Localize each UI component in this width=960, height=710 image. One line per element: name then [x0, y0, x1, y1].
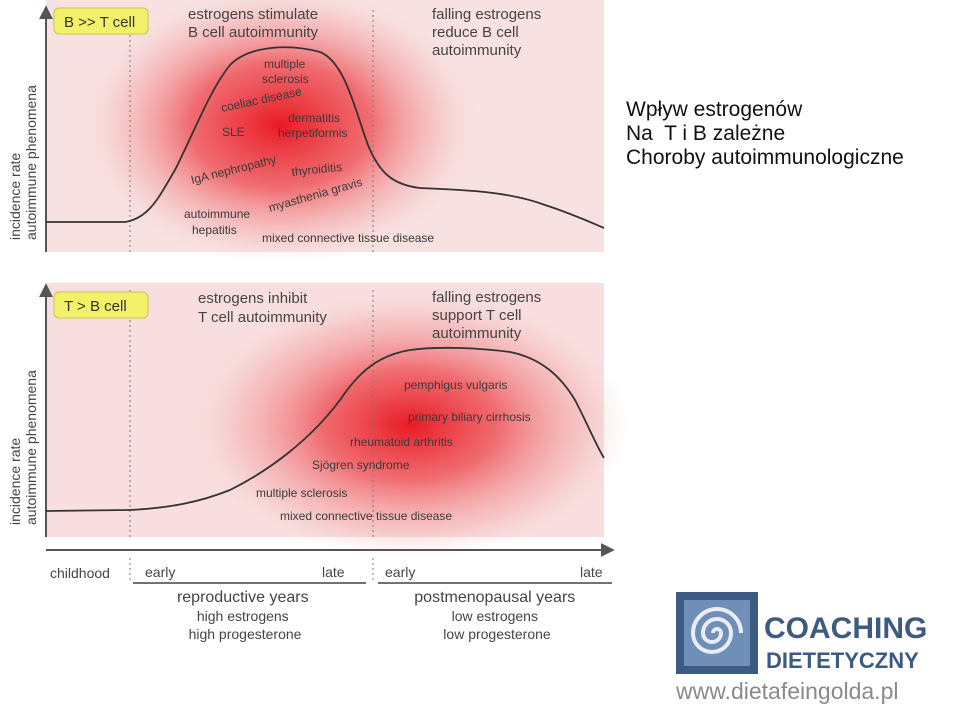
disease-dermatitis: dermatitis herpetiformis — [278, 111, 347, 140]
bottom-incidence-curve — [45, 346, 605, 512]
brand-logo: COACHING DIETETYCZNY www.dietafeingolda.… — [676, 592, 946, 707]
top-badge-label: B >> T cell — [64, 14, 135, 31]
logo-word-dietetyczny: DIETETYCZNY — [766, 648, 919, 673]
postmeno-years-label: postmenopausal years low estrogens low p… — [414, 589, 579, 642]
logo-word-coaching: COACHING — [764, 612, 928, 645]
disease-ms-bottom: multiple sclerosis — [256, 486, 347, 500]
top-incidence-curve — [46, 46, 605, 229]
bottom-badge — [53, 291, 149, 319]
disease-sle: SLE — [222, 125, 245, 139]
disease-mctd-bottom: mixed connective tissue disease — [280, 509, 452, 523]
caption-line-2: Na T i B zależne — [626, 122, 786, 145]
bottom-panel: T > B cell estrogens inhibit T cell auto… — [7, 283, 630, 560]
caption-line-1: Wpływ estrogenów — [626, 98, 803, 121]
bottom-y-label: incidence rate autoimmune phenomena — [7, 370, 39, 525]
bottom-disease-labels: pemphigus vulgaris primary biliary cirrh… — [256, 378, 531, 523]
timeline-childhood: childhood — [50, 565, 110, 581]
timeline-late-repro: late — [322, 564, 345, 580]
top-note-left: estrogens stimulate B cell autoimmunity — [188, 6, 322, 41]
logo-url: www.dietafeingolda.pl — [676, 678, 899, 704]
top-note-right: falling estrogens reduce B cell autoimmu… — [432, 6, 545, 59]
timeline-late-post: late — [580, 564, 603, 580]
disease-ra: rheumatoid arthritis — [350, 435, 453, 449]
spiral-logo-icon — [676, 592, 758, 674]
slide-caption: Wpływ estrogenów Na T i B zależne Chorob… — [626, 98, 904, 170]
disease-autoimmune-hepatitis: autoimmune hepatitis — [184, 207, 253, 237]
repro-years-label: reproductive years high estrogens high p… — [177, 589, 313, 642]
timeline: childhood early late early late reproduc… — [46, 543, 615, 642]
timeline-early-post: early — [385, 564, 415, 580]
disease-multiple-sclerosis: multiple sclerosis — [262, 57, 309, 86]
caption-line-3: Choroby autoimmunologiczne — [626, 146, 904, 169]
top-y-label: incidence rate autoimmune phenomena — [7, 85, 39, 240]
disease-thyroiditis: thyroiditis — [291, 160, 343, 179]
timeline-early-repro: early — [145, 564, 175, 580]
top-badge — [53, 7, 149, 35]
top-panel: B >> T cell estrogens stimulate B cell a… — [7, 0, 605, 265]
top-heat-blob — [80, 0, 480, 265]
bottom-heat-blob — [190, 290, 630, 560]
disease-pbc: primary biliary cirrhosis — [408, 410, 531, 424]
disease-sjogren: Sjögren syndrome — [312, 458, 410, 472]
disease-mctd: mixed connective tissue disease — [262, 231, 434, 245]
bottom-note-left: estrogens inhibit T cell autoimmunity — [198, 290, 327, 326]
bottom-badge-label: T > B cell — [64, 298, 127, 315]
bottom-note-right: falling estrogens support T cell autoimm… — [432, 289, 545, 342]
disease-pemphigus: pemphigus vulgaris — [404, 378, 507, 392]
